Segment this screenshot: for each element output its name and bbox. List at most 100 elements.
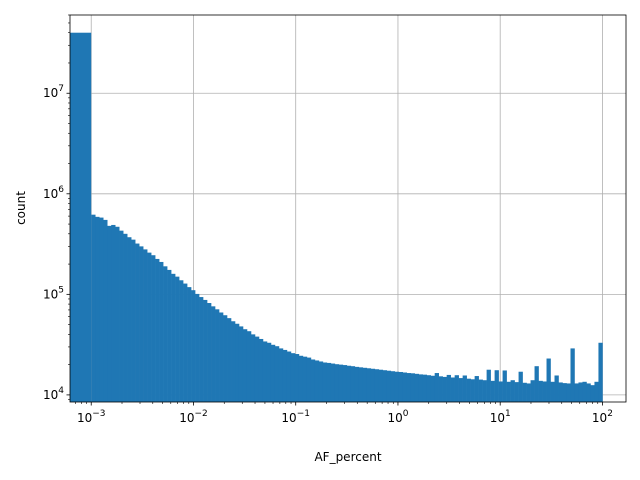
y-axis-label: count [14, 191, 28, 225]
histogram-bar [298, 355, 304, 402]
histogram-bar [330, 363, 336, 402]
histogram-bar [394, 371, 400, 402]
histogram-bar [522, 382, 527, 402]
histogram-bar [518, 371, 523, 402]
histogram-bar [143, 249, 148, 402]
histogram-bar [362, 367, 368, 402]
y-tick-label: 106 [43, 185, 64, 201]
histogram-bar [115, 226, 120, 402]
histogram-bar [219, 312, 224, 402]
histogram-bar [542, 381, 547, 402]
y-tick-label: 104 [43, 386, 64, 402]
histogram-bar [215, 309, 220, 402]
histogram-bar [438, 376, 443, 402]
histogram-bar [562, 383, 567, 402]
x-tick-label: 101 [490, 409, 511, 425]
histogram-bar [111, 224, 116, 402]
histogram-bar [450, 377, 455, 402]
histogram-bar [398, 371, 404, 402]
x-tick-label: 10−2 [179, 409, 208, 425]
histogram-bar [506, 381, 511, 402]
histogram-bar [250, 334, 256, 402]
histogram-bar [207, 303, 212, 402]
histogram-bar [171, 273, 176, 402]
histogram-bar [482, 380, 487, 402]
histogram-bar [179, 280, 184, 402]
histogram-bar [119, 230, 124, 402]
histogram-bar [183, 283, 188, 402]
histogram-bar [235, 323, 240, 402]
histogram-bar [290, 353, 296, 402]
histogram-bar [378, 369, 384, 402]
histogram-bar [558, 382, 563, 402]
histogram-bar [70, 32, 92, 403]
x-axis-label: AF_percent [314, 450, 381, 464]
histogram-bar [274, 346, 280, 402]
histogram-bar [99, 217, 104, 402]
histogram-bar [358, 367, 364, 402]
histogram-bar [107, 225, 112, 402]
histogram-bar [346, 365, 352, 402]
histogram-bar [554, 375, 559, 402]
histogram-bar [486, 369, 491, 402]
histogram-bar [474, 376, 479, 402]
histogram-bar [191, 290, 196, 402]
histogram-bar [566, 383, 571, 402]
histogram-bar [578, 382, 583, 402]
histogram-bar [470, 379, 475, 402]
histogram-bar [342, 365, 348, 402]
histogram-bar [238, 326, 244, 402]
histogram-bar [550, 381, 555, 402]
histogram-bar [374, 369, 380, 402]
histogram-bar [326, 362, 332, 402]
histogram-bar [418, 374, 424, 402]
histogram-bar [478, 379, 483, 402]
histogram-bar [159, 261, 164, 402]
histogram-bar [286, 351, 292, 402]
histogram-bar [458, 378, 463, 402]
tick-labels: 10−3 10−2 10−1 100 101 102 104 105 106 107 [43, 84, 613, 425]
histogram-bar [322, 362, 328, 402]
histogram-bar [390, 371, 396, 402]
histogram-bar [546, 358, 551, 402]
histogram-bar [366, 368, 372, 402]
histogram-bar [227, 318, 232, 402]
histogram-bar [314, 360, 320, 402]
histogram-bar [167, 269, 172, 402]
histogram-bar [199, 297, 204, 402]
y-tick-label: 107 [43, 84, 64, 100]
histogram-bar [338, 364, 344, 402]
histogram-bar [594, 381, 599, 402]
histogram-bar [270, 344, 276, 402]
histogram-bar [422, 374, 428, 402]
histogram-bar [406, 373, 412, 402]
y-tick-label: 105 [43, 285, 64, 301]
histogram-bar [282, 349, 288, 402]
histogram-bar [211, 306, 216, 402]
histogram-bar [334, 364, 340, 402]
histogram-bars [70, 32, 603, 403]
histogram-bar [586, 383, 591, 402]
histogram-bar [530, 380, 535, 402]
histogram-bar [302, 356, 308, 402]
histogram-bar [278, 348, 284, 402]
histogram-bar [510, 380, 515, 402]
histogram-bar [318, 361, 324, 402]
histogram-bar [434, 373, 439, 402]
histogram-bar [231, 321, 236, 402]
histogram-bar [175, 276, 180, 402]
histogram-bar [430, 375, 435, 402]
histogram-bar [402, 372, 408, 402]
histogram-bar [590, 385, 595, 402]
histogram-bar [123, 233, 128, 402]
histogram-bar [370, 368, 376, 402]
histogram-bar [526, 383, 531, 402]
histogram-bar [223, 315, 228, 402]
histogram-bar [310, 359, 316, 402]
histogram-bar [246, 331, 252, 402]
histogram-bar [139, 246, 144, 402]
histogram-bar [386, 370, 392, 402]
histogram-bar [242, 329, 248, 402]
histogram-bar [462, 375, 467, 402]
histogram-bar [95, 216, 100, 402]
